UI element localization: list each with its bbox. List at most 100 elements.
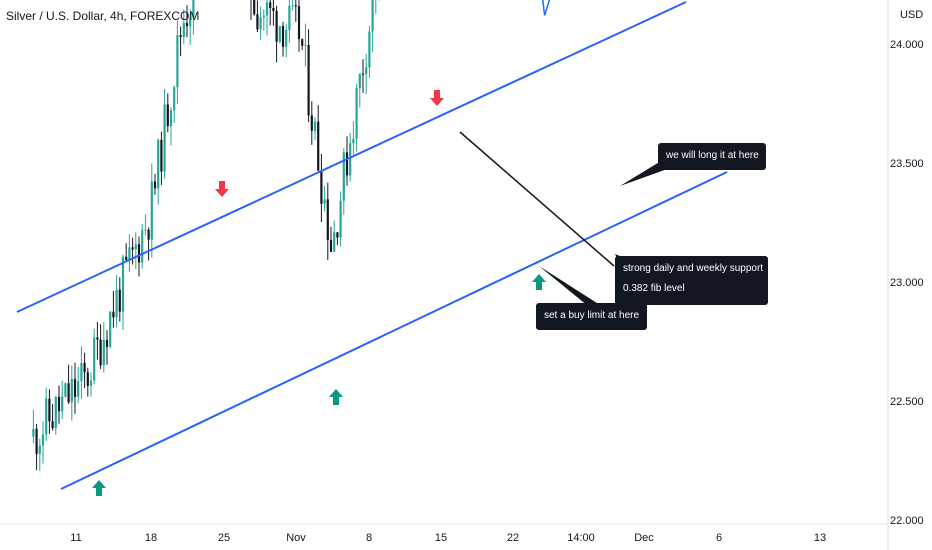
candle-body [269,2,272,9]
candle [169,106,173,146]
candle [265,0,269,36]
candle-body [64,383,67,397]
candle [189,9,192,45]
candle [185,5,189,38]
candle [345,136,349,186]
candle [73,362,77,414]
support-callout-box [615,256,768,305]
candle [118,277,121,322]
candle [278,25,281,44]
candle [89,372,93,397]
candle-body [57,396,61,412]
channel-upper-line [16,1,687,313]
support-callout-text: 0.382 fib level [623,283,685,294]
candle [86,367,89,397]
candle-body [105,339,109,347]
candle-body [169,110,173,127]
candle [329,226,333,253]
candle [269,0,272,26]
time-tick-label: Dec [634,532,654,544]
candle [121,254,125,331]
candle-body [160,139,163,172]
candle-body [272,8,275,11]
candle [64,382,67,398]
candle [109,310,112,349]
candle [368,25,371,78]
candle-body [38,445,41,454]
candle-body [86,372,89,386]
candle [310,101,313,145]
candle [70,365,73,421]
candle [336,231,339,245]
candle-body [115,289,118,318]
candle-body [361,73,365,75]
candle [45,387,48,441]
price-tick-label: 22.000 [890,515,924,527]
long-callout: we will long it at here [620,143,766,186]
candle [304,23,307,67]
candle-body [118,289,121,312]
time-tick-label: 11 [70,532,81,544]
buy-callout-pointer [539,266,600,306]
time-tick-label: 6 [716,532,722,544]
candle-body [256,14,259,30]
candle-body [281,26,285,47]
candle [48,389,51,434]
candle [141,224,144,269]
candle-body [121,256,125,312]
time-tick-label: 25 [218,532,230,544]
candle [93,328,96,385]
candle [317,105,320,171]
candle [131,237,134,265]
candle [96,322,99,360]
candle [77,366,80,404]
candle-body [320,170,323,204]
candle-body [153,181,157,189]
candle-body [54,396,57,428]
candle-body [109,311,112,347]
candle [326,182,329,261]
candle [144,214,147,236]
candle [323,185,326,212]
candle-body [339,200,342,238]
candle-body [365,67,368,75]
candle-body [310,115,313,131]
buy-callout-text: set a buy limit at here [544,310,639,321]
candle-body [317,121,320,171]
candle-body [278,26,281,42]
candle [125,243,128,262]
time-tick-label: 8 [366,532,372,544]
candle-body [166,104,169,127]
candle [51,403,54,431]
candle-body [41,434,45,446]
channel-lower-line [60,171,728,490]
candle [61,380,64,420]
candle-body [137,244,141,263]
candle [365,53,368,95]
candle-body [144,229,147,231]
time-tick-label: 22 [507,532,519,544]
candle-body [35,428,38,454]
candle-body [48,398,51,422]
candle [41,421,45,464]
candle-body [128,247,131,260]
candle [288,0,291,43]
candle-body [262,15,265,18]
candle [83,352,86,389]
candle [105,330,109,365]
candle [192,0,195,35]
candle [342,148,345,215]
candle-body [163,104,166,172]
time-tick-label: Nov [286,532,306,544]
candle-body [73,379,77,397]
candle-body [368,31,371,68]
long-callout-text: we will long it at here [665,150,759,161]
candle [163,88,166,179]
buy-callout-box [536,303,647,330]
candle-body [70,379,73,403]
candle [166,93,169,133]
candle-body [185,23,189,27]
candle-body [358,73,361,89]
